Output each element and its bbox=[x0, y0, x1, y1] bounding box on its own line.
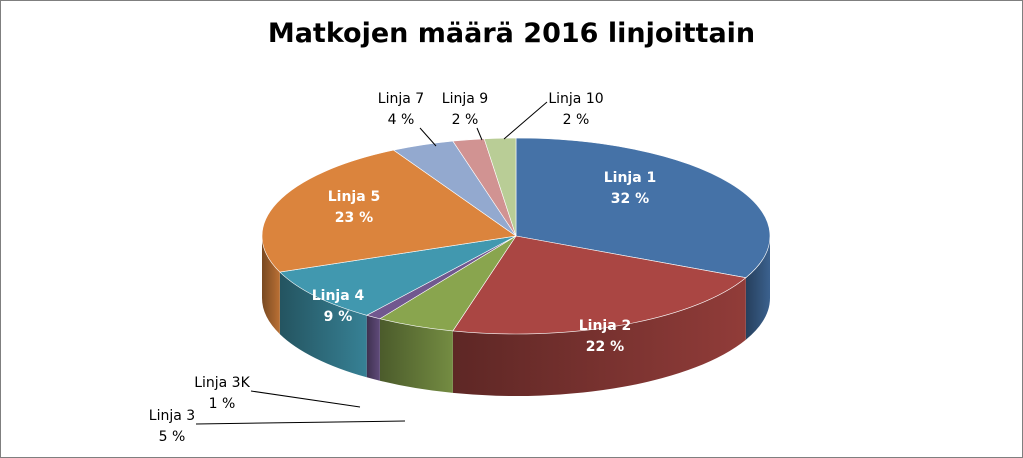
slice-label-linja-3: Linja 3 bbox=[149, 408, 195, 424]
leader-line-linja-10 bbox=[503, 101, 548, 140]
slice-value-linja-1: 32 % bbox=[611, 191, 649, 207]
pie-slice-linja-4 bbox=[279, 235, 517, 316]
slice-value-linja-3: 5 % bbox=[159, 429, 186, 445]
slice-label-linja-4: Linja 4 bbox=[312, 288, 365, 304]
slice-label-linja-3k: Linja 3K bbox=[194, 375, 250, 391]
leader-line-linja-7 bbox=[419, 127, 437, 147]
slice-value-linja-3k: 1 % bbox=[209, 396, 236, 412]
chart-title: Matkojen määrä 2016 linjoittain bbox=[267, 18, 756, 49]
slice-value-linja-2: 22 % bbox=[586, 339, 624, 355]
slice-label-linja-9: Linja 9 bbox=[442, 91, 488, 107]
pie-slice-linja-5 bbox=[261, 149, 517, 273]
slice-label-linja-7: Linja 7 bbox=[378, 91, 424, 107]
pie-slice-linja-2 bbox=[452, 235, 747, 335]
slice-value-linja-10: 2 % bbox=[563, 112, 590, 128]
slice-value-linja-7: 4 % bbox=[388, 112, 415, 128]
slice-label-linja-5: Linja 5 bbox=[328, 189, 381, 205]
slice-label-linja-2: Linja 2 bbox=[579, 318, 632, 334]
leader-line-linja-3k bbox=[250, 390, 361, 408]
pie-side-linja-5 bbox=[262, 236, 280, 335]
slice-value-linja-5: 23 % bbox=[335, 210, 373, 226]
slice-label-linja-10: Linja 10 bbox=[548, 91, 603, 107]
pie-slice-linja-10 bbox=[483, 137, 517, 237]
slice-label-linja-1: Linja 1 bbox=[604, 170, 657, 186]
slice-value-linja-4: 9 % bbox=[324, 309, 353, 325]
pie-side-linja-2 bbox=[452, 277, 746, 396]
pie-side-linja-3 bbox=[379, 318, 453, 393]
pie-slice-linja-1 bbox=[515, 137, 771, 279]
leader-line-linja-9 bbox=[476, 127, 483, 141]
pie-side-linja-1 bbox=[745, 236, 770, 340]
leader-line-linja-3 bbox=[195, 420, 406, 425]
slice-value-linja-9: 2 % bbox=[452, 112, 479, 128]
pie-side-linja-4 bbox=[279, 272, 367, 378]
pie-side-linja-3k bbox=[366, 315, 380, 381]
